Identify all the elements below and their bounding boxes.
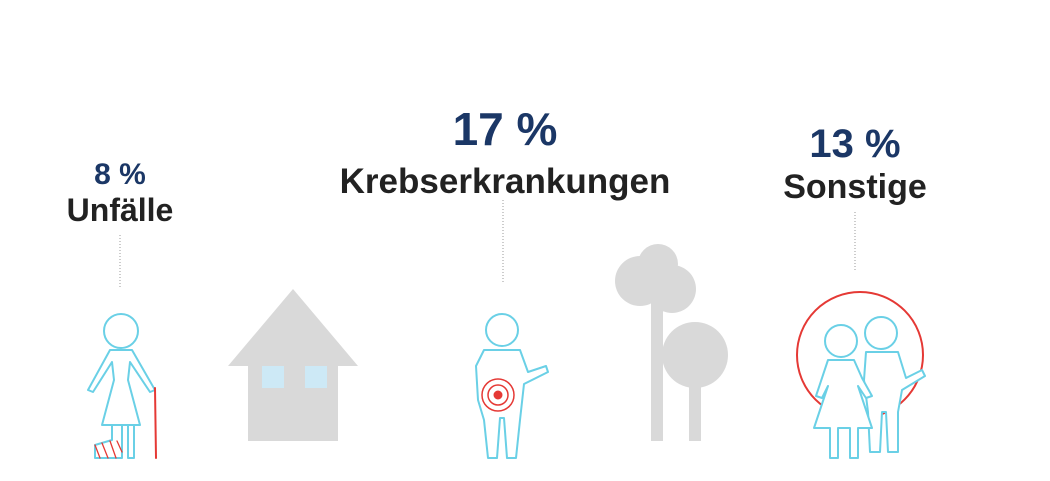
stat-percent: 13 % [809, 122, 901, 166]
stat-label: Unfälle [66, 192, 174, 228]
stat-krebserkrankungen: 17 % Krebserkrankungen [320, 106, 690, 199]
stat-label: Sonstige [783, 168, 927, 206]
stat-label: Krebserkrankungen [339, 162, 671, 201]
trees-icon [615, 244, 728, 441]
person-with-tumor-icon [475, 313, 549, 459]
house-icon [228, 289, 358, 441]
stat-unfaelle: 8 % Unfälle [40, 158, 200, 228]
stat-sonstige: 13 % Sonstige [760, 124, 950, 204]
injured-person-icon [87, 313, 157, 459]
family-icon [796, 291, 926, 459]
stat-percent: 8 % [94, 158, 146, 191]
stat-percent: 17 % [452, 103, 558, 155]
